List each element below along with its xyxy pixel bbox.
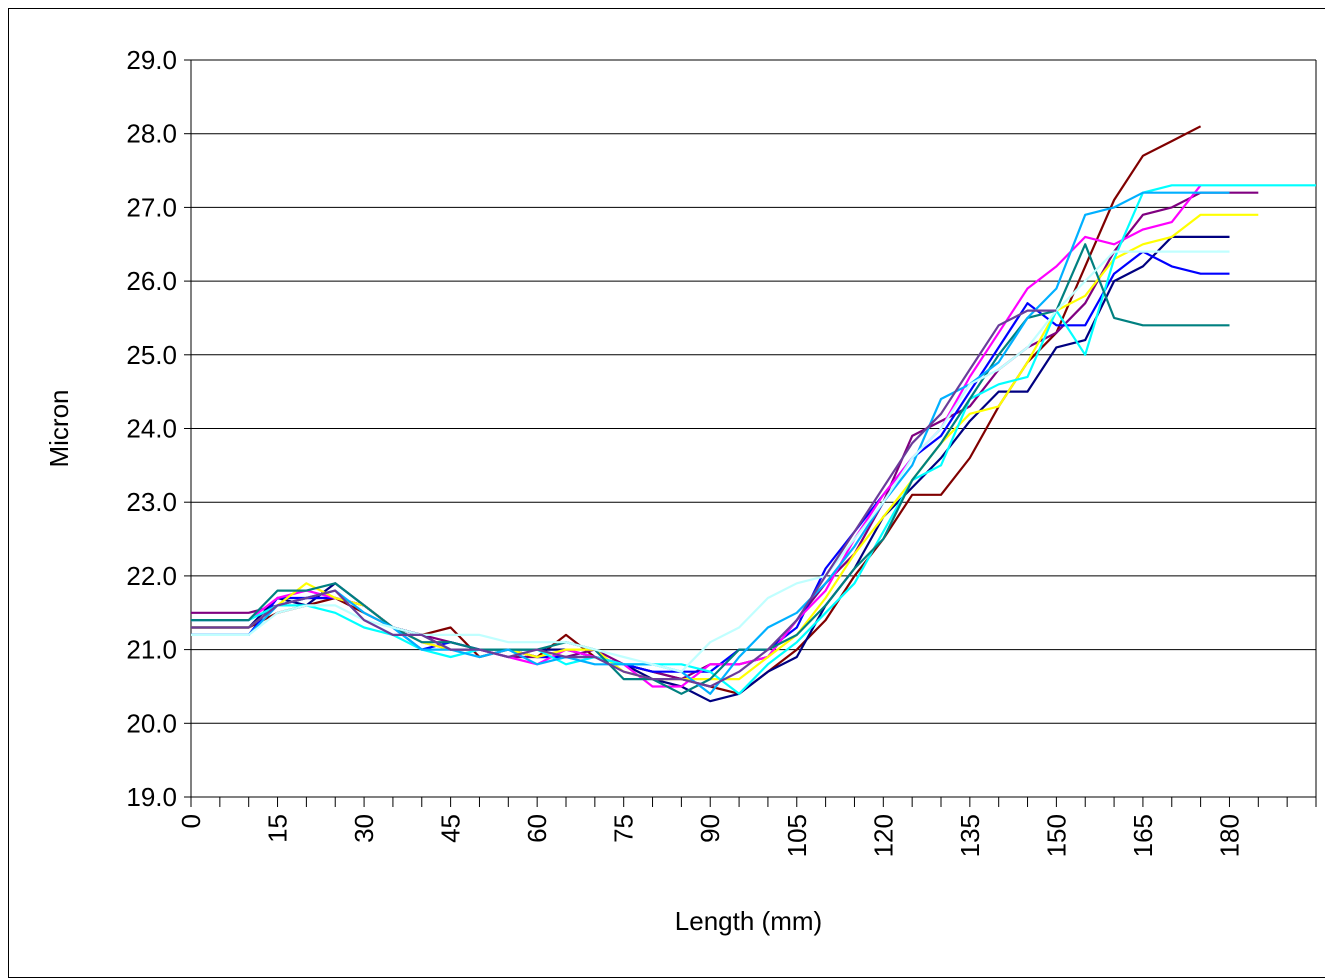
y-axis-title: Micron (44, 389, 74, 467)
x-tick-label: 165 (1128, 814, 1158, 857)
x-tick-label: 45 (436, 814, 466, 843)
x-tick-label: 90 (695, 814, 725, 843)
series-lines (191, 125, 1316, 703)
x-tick-label: 15 (263, 814, 293, 843)
y-tick-label: 28.0 (126, 119, 177, 149)
x-tick-label: 150 (1041, 814, 1071, 857)
x-tick-label: 135 (955, 814, 985, 857)
series-line-8 (191, 243, 1230, 695)
y-tick-label: 27.0 (126, 192, 177, 222)
series-line-3 (191, 235, 1230, 703)
y-tick-label: 19.0 (126, 782, 177, 812)
x-tick-label: 0 (176, 814, 206, 828)
y-tick-label: 22.0 (126, 561, 177, 591)
y-tick-label: 23.0 (126, 487, 177, 517)
x-tick-label: 30 (349, 814, 379, 843)
x-tick-label: 120 (868, 814, 898, 857)
tick-labels: 19.0 20.0 21.0 22.0 23.0 24.0 25.0 26.0 27.0 28.0… (126, 45, 1244, 857)
series-line-10 (191, 250, 1230, 673)
series-line-5 (191, 184, 1202, 688)
y-tick-label: 25.0 (126, 340, 177, 370)
y-tick-label: 20.0 (126, 708, 177, 738)
series-line-11 (191, 309, 1057, 688)
y-tick-label: 21.0 (126, 635, 177, 665)
y-tick-label: 26.0 (126, 266, 177, 296)
y-tick-label: 24.0 (126, 414, 177, 444)
gridlines (191, 59, 1316, 798)
x-tick-label: 60 (522, 814, 552, 843)
x-tick-label: 75 (609, 814, 639, 843)
x-axis-title: Length (mm) (675, 906, 822, 936)
y-tick-label: 29.0 (126, 45, 177, 75)
axes (184, 59, 1317, 807)
x-tick-label: 105 (782, 814, 812, 857)
series-line-7 (191, 184, 1316, 695)
x-tick-label: 180 (1214, 814, 1244, 857)
chart-frame (8, 8, 1325, 978)
series-line-9 (191, 191, 1230, 695)
series-line-6 (191, 213, 1259, 681)
